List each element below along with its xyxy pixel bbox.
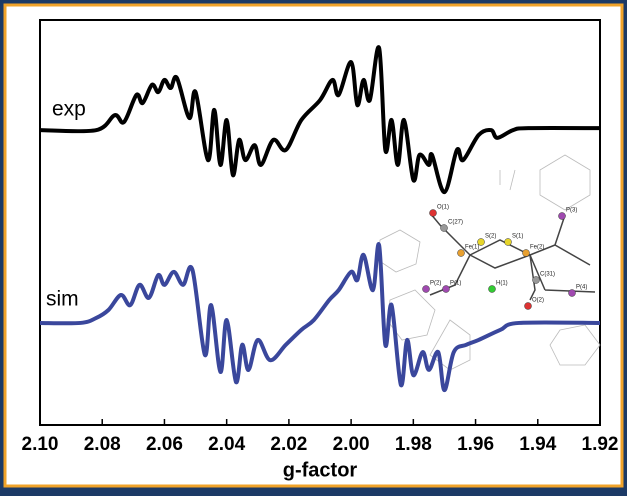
- atom-label: O(2): [532, 298, 544, 304]
- atom: [569, 290, 576, 297]
- atom-label: H(1): [496, 281, 508, 287]
- x-tick-label: 1.92: [582, 434, 619, 455]
- atom-label: P(4): [576, 285, 587, 291]
- atom-label: P(2): [430, 281, 441, 287]
- atom: [458, 250, 465, 257]
- atom: [559, 213, 566, 220]
- page: 2.10 2.08 2.06 2.04 2.02 2.00 1.98 1.96 1.94 1.92…: [0, 0, 627, 491]
- atom: [441, 225, 448, 232]
- atom: [489, 286, 496, 293]
- atom-label: Fe(1): [465, 245, 479, 251]
- x-tick-label: 1.98: [395, 434, 432, 455]
- x-tick-label: 2.06: [146, 434, 183, 455]
- atom: [423, 286, 430, 293]
- chart: 2.10 2.08 2.06 2.04 2.02 2.00 1.98 1.96 1.94 1.92…: [0, 0, 627, 491]
- atom: [430, 210, 437, 217]
- x-tick-label: 2.04: [208, 434, 245, 455]
- x-axis-label: g-factor: [283, 459, 358, 481]
- atom: [533, 277, 540, 284]
- atom: [523, 250, 530, 257]
- x-tick-label: 2.08: [84, 434, 121, 455]
- atom-label: C(27): [448, 220, 463, 226]
- x-tick-label: 2.10: [22, 434, 59, 455]
- x-tick-label: 1.94: [519, 434, 556, 455]
- atom-label: P(1): [450, 281, 461, 287]
- atom-label: O(1): [437, 205, 449, 211]
- x-tick-label: 1.96: [457, 434, 494, 455]
- atom: [505, 239, 512, 246]
- series-label: sim: [46, 288, 79, 311]
- atom-label: C(31): [540, 272, 555, 278]
- atom: [525, 303, 532, 310]
- atom-label: S(1): [512, 234, 523, 240]
- x-tick-label: 2.00: [333, 434, 370, 455]
- x-tick-label: 2.02: [270, 434, 307, 455]
- series-label: exp: [52, 98, 86, 121]
- atom: [443, 286, 450, 293]
- atom-label: Fe(2): [530, 245, 544, 251]
- atom-label: S(2): [485, 234, 496, 240]
- atom-label: P(3): [566, 208, 577, 214]
